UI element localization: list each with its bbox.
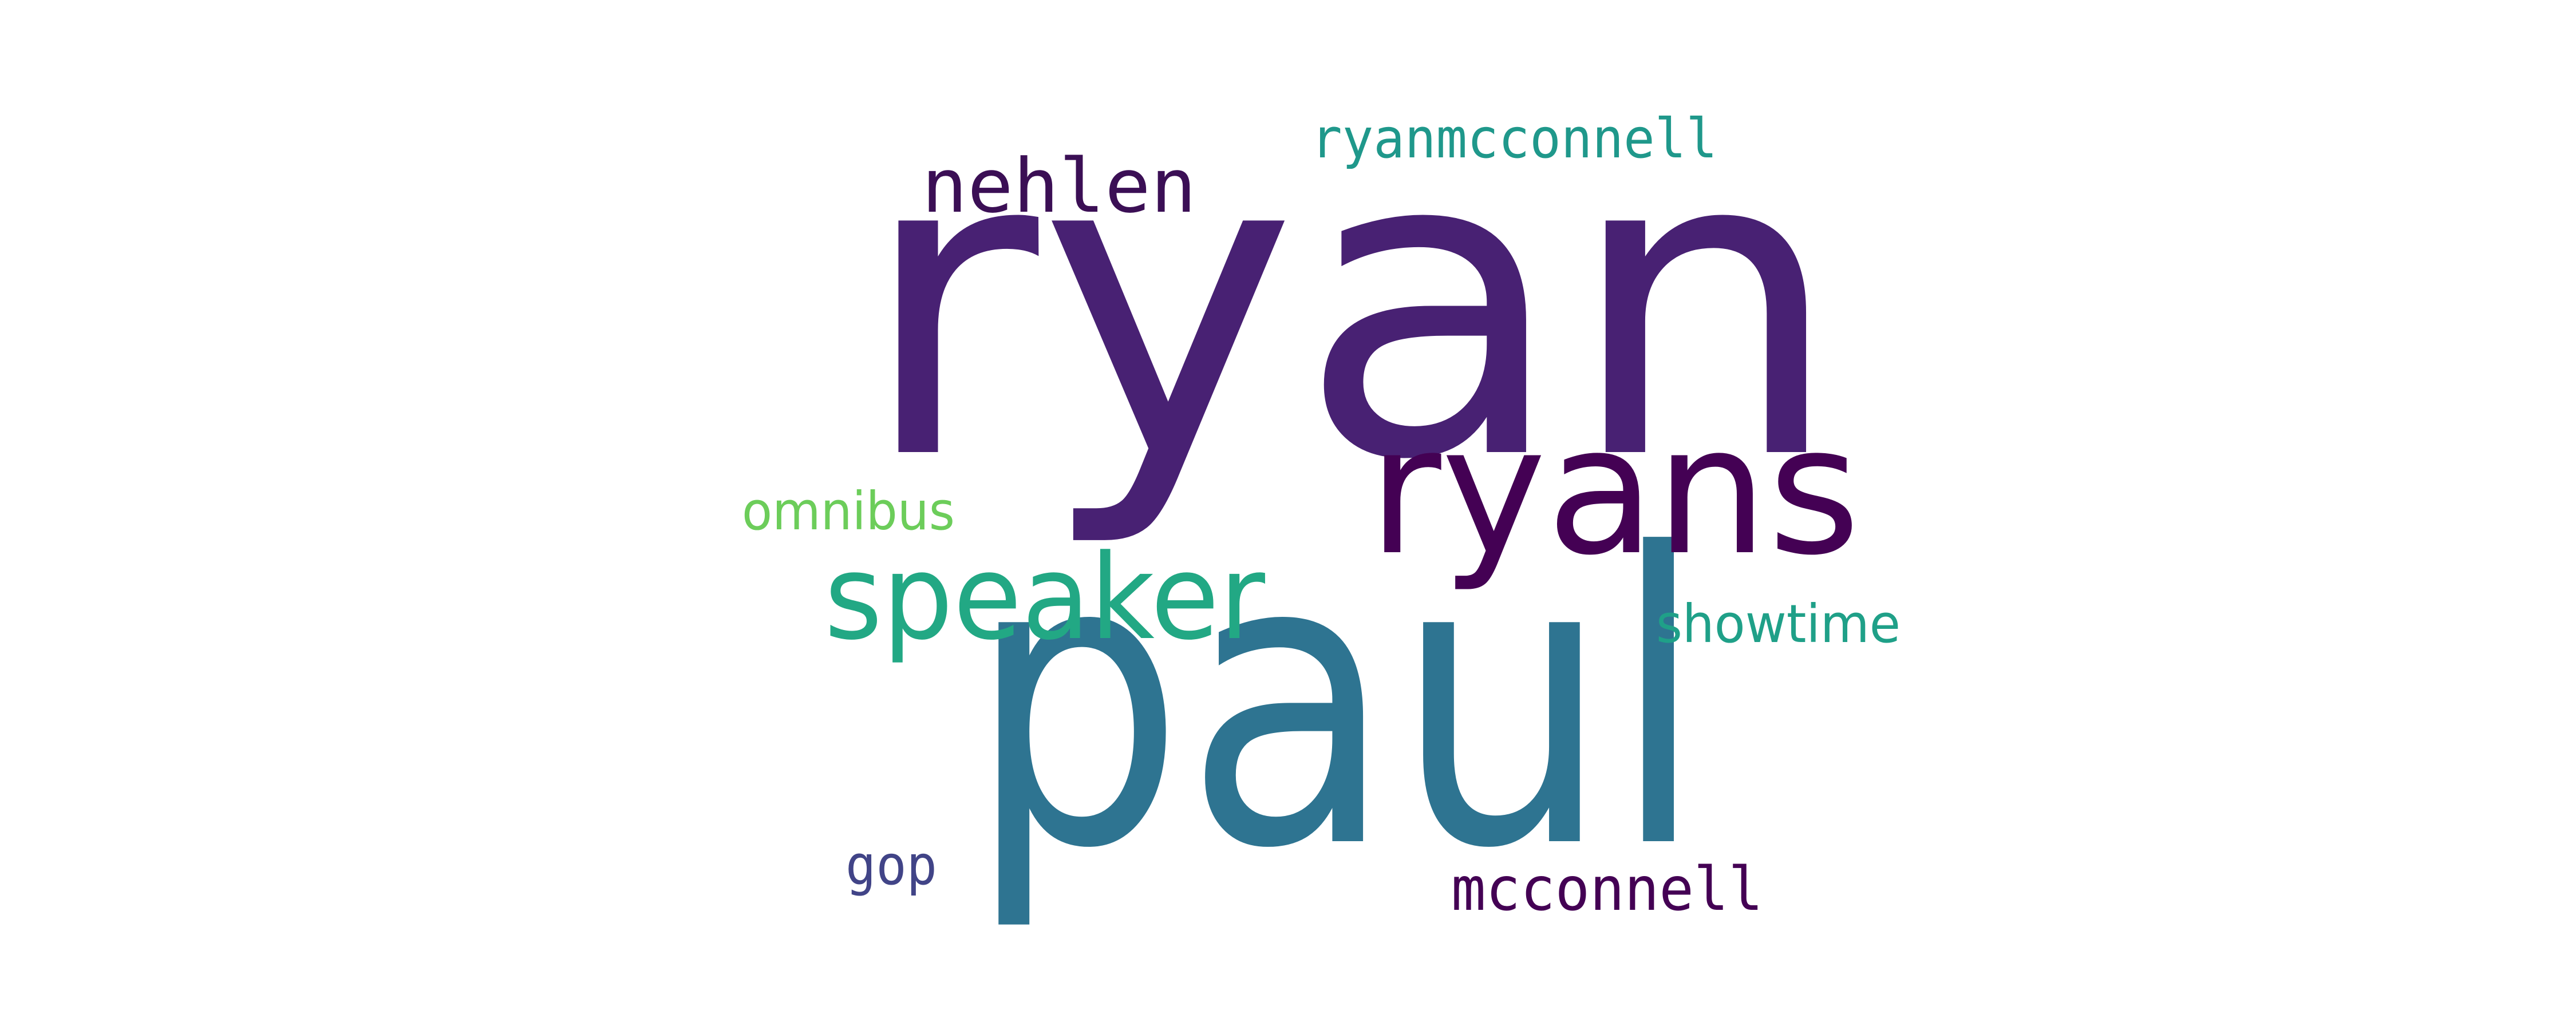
word-ryanmcconnell: ryanmcconnell xyxy=(1311,108,1717,171)
word-paul: paul xyxy=(967,470,1706,936)
word-ryans: ryans xyxy=(1368,388,1860,595)
word-showtime: showtime xyxy=(1656,593,1901,655)
word-omnibus: omnibus xyxy=(742,481,955,542)
word-nehlen: nehlen xyxy=(922,142,1196,229)
word-speaker: speaker xyxy=(824,530,1266,666)
word-ryan: ryan xyxy=(859,59,1843,552)
word-mcconnell: mcconnell xyxy=(1451,854,1763,924)
word-gop: gop xyxy=(846,834,937,897)
